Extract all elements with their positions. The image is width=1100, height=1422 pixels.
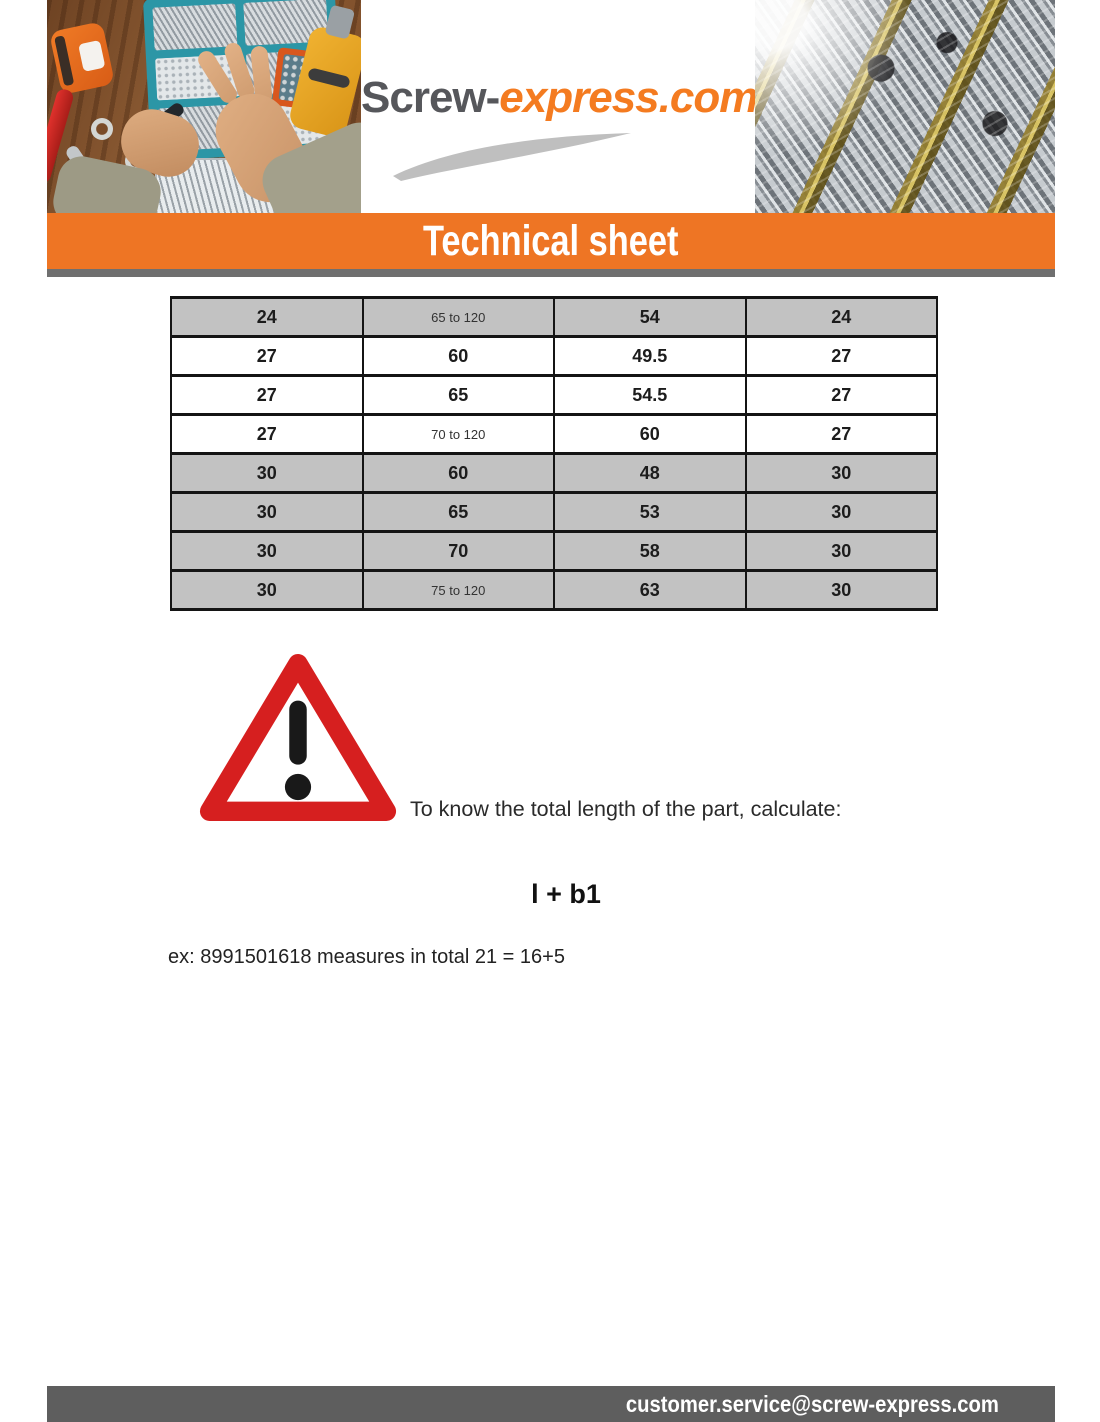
table-cell: 65 to 120: [361, 296, 555, 338]
table-cell: 24: [744, 296, 938, 338]
table-cell: 58: [553, 530, 747, 572]
table-cell: 30: [170, 491, 364, 533]
table-row: 30 65 53 30: [170, 491, 938, 533]
table-cell: 27: [744, 413, 938, 455]
table-cell: 30: [170, 530, 364, 572]
banner-title-bar: Technical sheet: [47, 213, 1055, 269]
calculation-instruction: To know the total length of the part, ca…: [410, 797, 842, 821]
table-cell: 27: [744, 374, 938, 416]
table-cell: 65: [361, 491, 555, 533]
customer-service-email: customer.service@screw-express.com: [625, 1391, 999, 1417]
table-row: 27 60 49.5 27: [170, 335, 938, 377]
table-cell: 30: [744, 530, 938, 572]
table-row: 27 70 to 120 60 27: [170, 413, 938, 455]
table-row: 30 60 48 30: [170, 452, 938, 494]
washer-shape: [91, 118, 113, 140]
spec-table-body: 24 65 to 120 54 24 27 60 49.5 27 27 65 54.5 27 27 70 …: [170, 296, 938, 611]
table-cell: 54: [553, 296, 747, 338]
table-cell: 27: [170, 374, 364, 416]
table-cell: 24: [170, 296, 364, 338]
calculation-example: ex: 8991501618 measures in total 21 = 16…: [168, 946, 565, 968]
brand-logo-text: Screw-express.com: [361, 73, 758, 122]
table-cell: 60: [361, 335, 555, 377]
length-formula: l + b1: [531, 879, 601, 909]
table-cell: 30: [744, 569, 938, 611]
warning-triangle-icon: [199, 654, 397, 821]
table-cell: 49.5: [553, 335, 747, 377]
brand-logo: Screw-express.com: [361, 0, 758, 213]
table-row: 24 65 to 120 54 24: [170, 296, 938, 338]
screws-photo: [755, 0, 1055, 213]
table-cell: 27: [170, 335, 364, 377]
workbench-photo: [47, 0, 361, 213]
table-cell: 30: [744, 491, 938, 533]
table-cell: 53: [553, 491, 747, 533]
page-title: Technical sheet: [423, 217, 679, 265]
table-row: 27 65 54.5 27: [170, 374, 938, 416]
table-row: 30 75 to 120 63 30: [170, 569, 938, 611]
table-cell: 70: [361, 530, 555, 572]
table-cell: 63: [553, 569, 747, 611]
footer-bar: customer.service@screw-express.com: [47, 1386, 1055, 1422]
table-cell: 27: [170, 413, 364, 455]
logo-swoosh-icon: [393, 133, 631, 181]
table-cell: 54.5: [553, 374, 747, 416]
table-cell: 30: [170, 569, 364, 611]
tape-measure-icon: [48, 21, 116, 95]
table-cell: 48: [553, 452, 747, 494]
table-cell: 27: [744, 335, 938, 377]
table-cell: 30: [744, 452, 938, 494]
table-row: 30 70 58 30: [170, 530, 938, 572]
brand-logo-dark: Screw-: [361, 73, 500, 122]
brand-logo-orange: express.com: [499, 73, 758, 122]
table-cell: 65: [361, 374, 555, 416]
table-cell: 70 to 120: [361, 413, 555, 455]
table-cell: 30: [170, 452, 364, 494]
table-cell: 60: [361, 452, 555, 494]
table-cell: 60: [553, 413, 747, 455]
table-cell: 75 to 120: [361, 569, 555, 611]
banner-divider: [47, 269, 1055, 277]
dimensions-table: 24 65 to 120 54 24 27 60 49.5 27 27 65 54.5 27 27 70 …: [170, 296, 938, 611]
